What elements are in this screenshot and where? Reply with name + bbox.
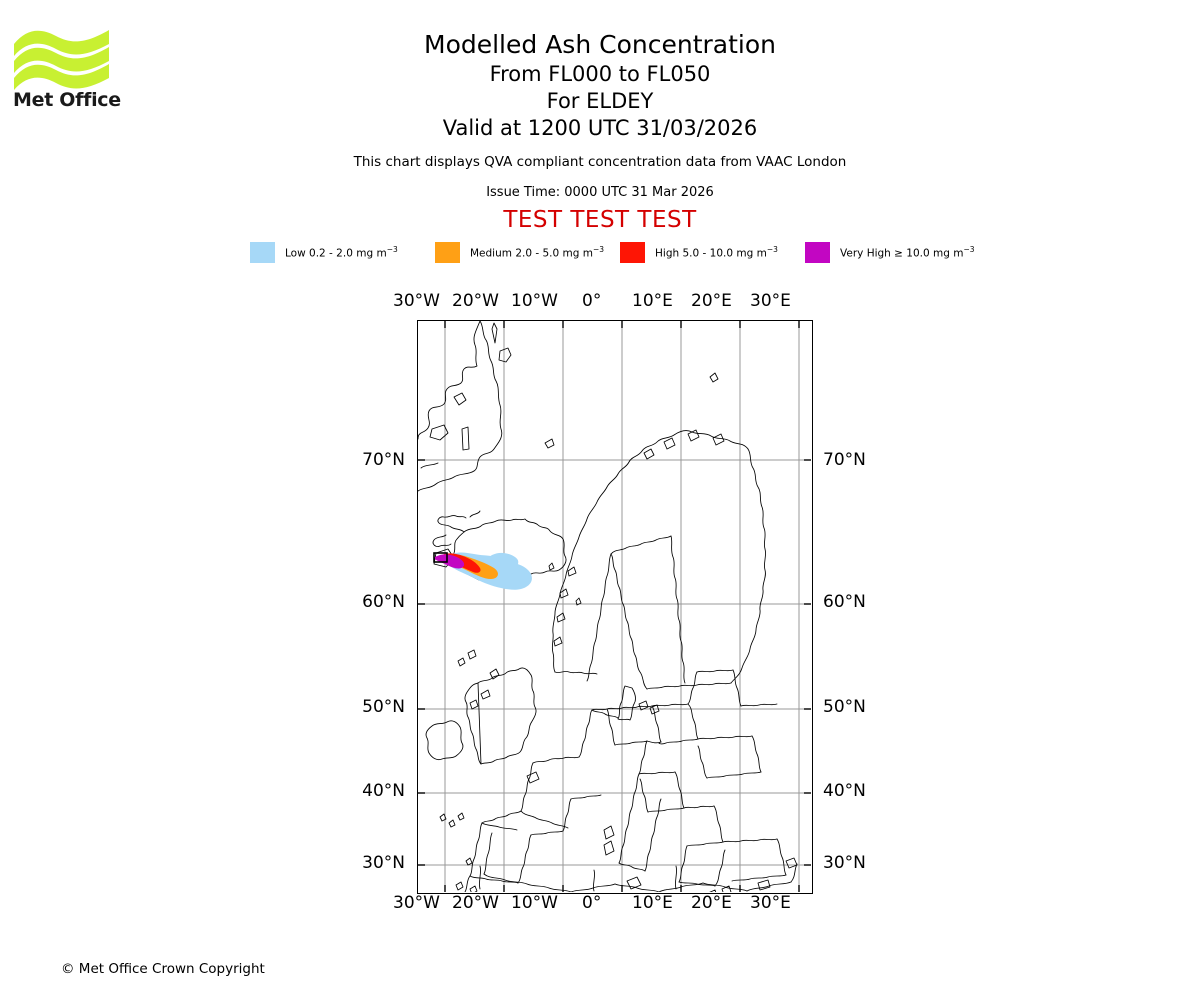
lon-label-top-10e: 10°E [632,291,673,311]
lon-label-top-0: 0° [582,291,602,311]
legend-item-high: High 5.0 - 10.0 mg m−3 [620,242,805,263]
source-marker [433,552,448,563]
map-gridlines [418,321,811,892]
copyright-text: © Met Office Crown Copyright [61,961,265,977]
lon-label-bottom-10w: 10°W [511,893,558,913]
legend-label-medium: Medium 2.0 - 5.0 mg m−3 [470,245,605,260]
valid-time-subtitle: Valid at 1200 UTC 31/03/2026 [442,116,758,140]
lat-label-right-60n: 60°N [823,592,866,612]
ash-dispersion-map[interactable] [417,320,813,894]
met-office-logo [13,24,113,114]
lon-label-top-20e: 20°E [691,291,732,311]
legend-label-low: Low 0.2 - 2.0 mg m−3 [285,245,398,260]
legend-swatch-very-high [805,242,830,263]
lat-label-left-30n: 30°N [362,853,405,873]
lon-label-top-30w: 30°W [393,291,440,311]
lon-label-bottom-20e: 20°E [691,893,732,913]
lat-label-right-30n: 30°N [823,853,866,873]
lon-label-bottom-30e: 30°E [750,893,791,913]
flight-level-subtitle: From FL000 to FL050 [489,62,711,86]
coastlines [418,321,798,892]
legend-label-very-high: Very High ≥ 10.0 mg m−3 [840,245,975,260]
ash-plume-low-lobe [489,552,519,570]
legend-item-medium: Medium 2.0 - 5.0 mg m−3 [435,242,620,263]
lon-label-bottom-30w: 30°W [393,893,440,913]
lat-label-left-60n: 60°N [362,592,405,612]
lon-label-top-20w: 20°W [452,291,499,311]
test-banner: TEST TEST TEST [503,207,697,233]
lat-label-right-70n: 70°N [823,450,866,470]
lat-label-left-40n: 40°N [362,781,405,801]
lon-label-top-10w: 10°W [511,291,558,311]
lon-label-bottom-10e: 10°E [632,893,673,913]
site-subtitle: For ELDEY [546,89,654,113]
concentration-legend: Low 0.2 - 2.0 mg m−3 Medium 2.0 - 5.0 mg… [250,242,990,263]
legend-label-high: High 5.0 - 10.0 mg m−3 [655,245,778,260]
chart-title-block: Modelled Ash Concentration From FL000 to… [0,28,1200,233]
ash-plume-very-high [434,554,465,569]
legend-item-low: Low 0.2 - 2.0 mg m−3 [250,242,435,263]
qva-note: This chart displays QVA compliant concen… [353,154,847,170]
met-office-logo-text: Met Office [13,89,121,111]
lon-label-top-30e: 30°E [750,291,791,311]
lon-label-bottom-0: 0° [582,893,602,913]
page-title: Modelled Ash Concentration [424,30,776,59]
lat-label-left-70n: 70°N [362,450,405,470]
legend-swatch-medium [435,242,460,263]
lat-label-right-50n: 50°N [823,697,866,717]
lon-label-bottom-20w: 20°W [452,893,499,913]
ash-plume-overlay [433,552,532,590]
issue-time: Issue Time: 0000 UTC 31 Mar 2026 [486,185,714,200]
map-frame [417,320,813,894]
lat-label-left-50n: 50°N [362,697,405,717]
legend-item-very-high: Very High ≥ 10.0 mg m−3 [805,242,990,263]
lat-label-right-40n: 40°N [823,781,866,801]
legend-swatch-high [620,242,645,263]
map-ticks [418,321,811,892]
legend-swatch-low [250,242,275,263]
